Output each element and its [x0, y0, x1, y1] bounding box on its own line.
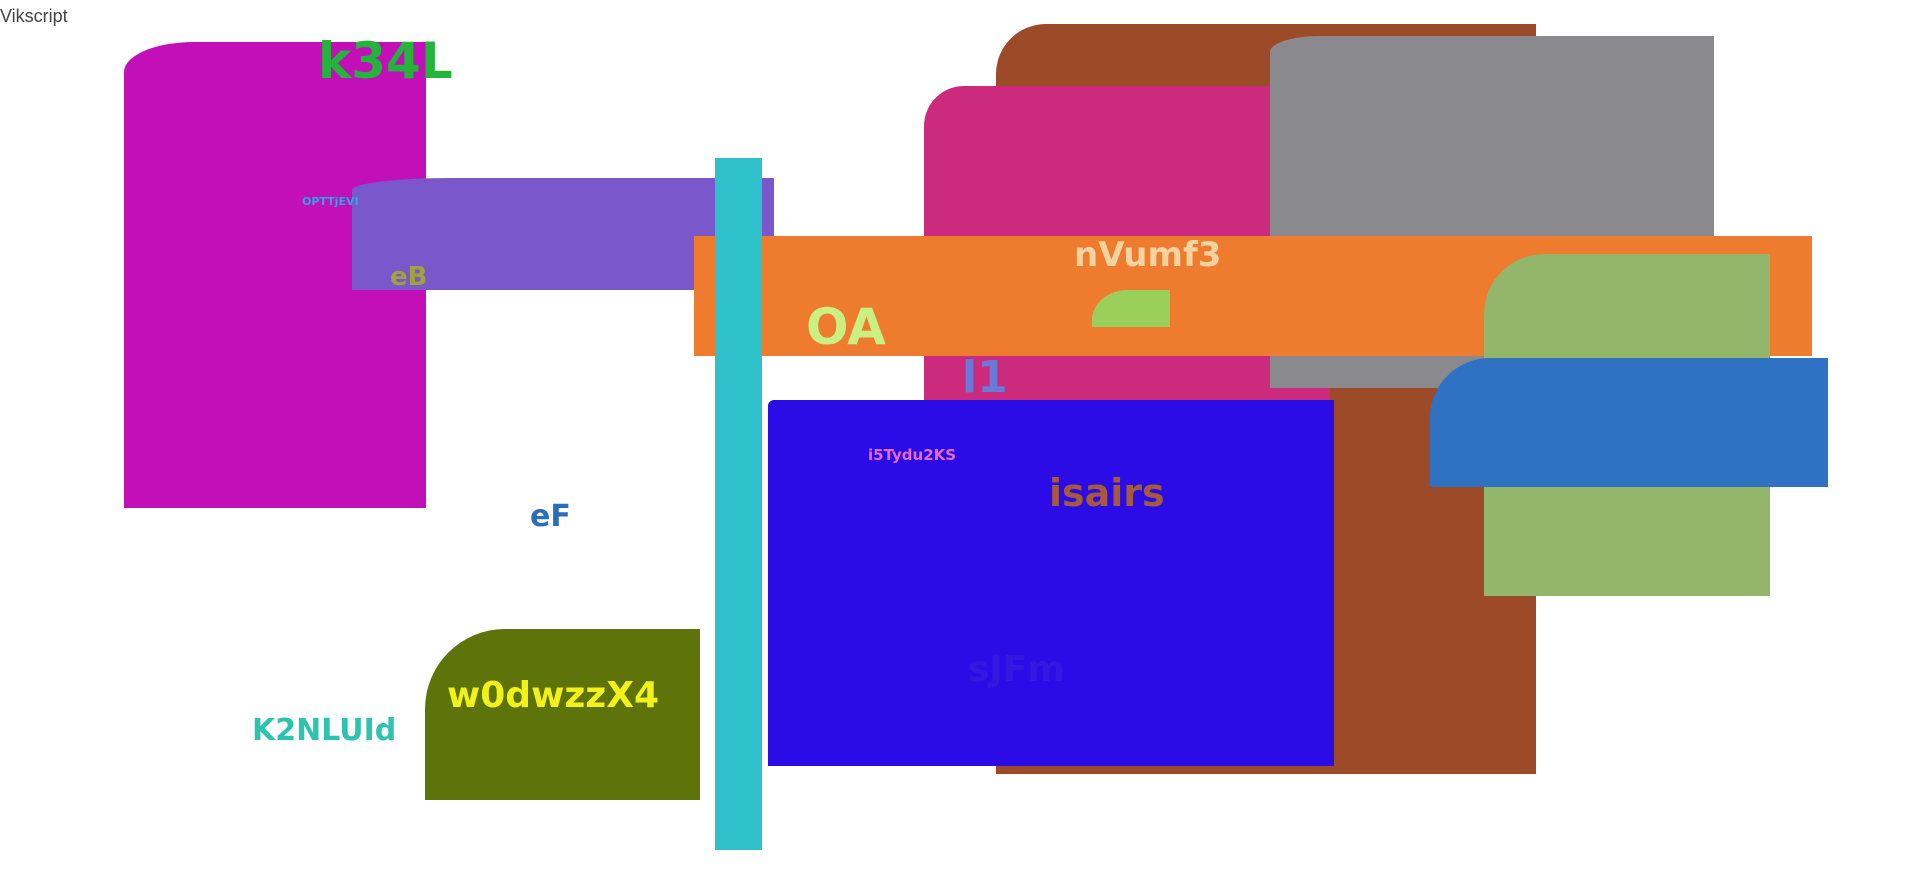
label-w0dwzzX4: w0dwzzX4: [447, 675, 660, 716]
blue-block: [1430, 358, 1828, 487]
label-isairs: isairs: [1049, 471, 1165, 515]
label-OA: OA: [806, 298, 886, 356]
label-eF: eF: [530, 499, 571, 534]
label-l1: l1: [962, 352, 1008, 403]
olive-block: [425, 629, 700, 800]
label-sJFm: sJFm: [968, 649, 1065, 690]
lime-chip: [1092, 290, 1170, 327]
label-eB: eB: [390, 262, 428, 292]
label-K2NLUId: K2NLUId: [252, 713, 397, 748]
cyan-bar: [715, 158, 762, 850]
label-k34L: k34L: [318, 32, 453, 90]
indigo-block: [768, 400, 1334, 766]
label-nVumf3: nVumf3: [1074, 235, 1222, 275]
corner-text: Vikscript: [0, 6, 68, 26]
label-i5Tydu2KS: i5Tydu2KS: [868, 446, 957, 464]
label-OPTTjEVI: OPTTjEVI: [302, 195, 359, 208]
